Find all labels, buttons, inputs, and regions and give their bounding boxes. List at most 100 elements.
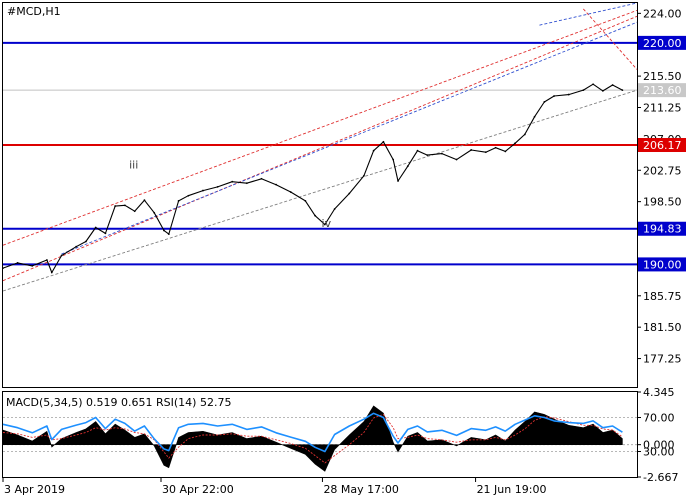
channel-upper-line [2,9,638,246]
price-point-55 [621,89,624,92]
price-tick-label-8: 177.25 [643,353,682,366]
level-tag-bg-3 [638,257,686,272]
time-tick-label-0: 3 Apr 2019 [4,483,65,496]
chart-symbol-label: #MCD,H1 [7,5,61,18]
level-tag-label-3: 190.00 [643,258,682,271]
price-point-41 [470,149,473,151]
current-price-tag-bg [638,83,686,98]
indicator-tick-label-4: -2.667 [643,471,678,484]
level-tag-bg-2 [638,221,686,236]
channel-breakdown-line [583,8,638,70]
price-tick-label-4: 202.75 [643,164,682,177]
indicator-tick-label-2: 0.000 [643,439,675,452]
price-point-12 [133,210,136,213]
price-point-52 [592,83,595,86]
level-price-tags: 213.60 220.00 206.17 194.83 190.00 [638,35,686,272]
price-point-46 [523,133,526,136]
time-tick-label-1: 30 Apr 22:00 [162,483,234,496]
rsi-line [2,412,623,453]
price-point-39 [441,152,443,155]
price-point-23 [260,177,263,180]
price-tick-label-5: 198.50 [643,196,682,209]
price-point-38 [426,154,429,157]
indicator-plot-frame [2,391,638,478]
main-plot-frame [2,2,638,388]
indicator-tick-label-3: 30.00 [643,446,675,459]
level-tag-label-0: 220.00 [643,37,682,50]
price-point-20 [216,185,219,188]
price-point-7 [85,240,87,243]
level-tag-label-1: 206.17 [643,139,682,152]
price-point-13 [143,199,146,202]
price-point-50 [567,93,570,96]
wave-label-1: iv [322,217,332,230]
price-point-32 [372,149,375,152]
price-point-24 [275,183,278,186]
indicator-tick-label-1: 70.00 [643,412,675,425]
price-point-1 [16,262,19,264]
price-point-43 [494,146,497,149]
time-tick-label-2: 28 May 17:00 [323,483,398,496]
price-point-14 [153,211,156,214]
price-point-2 [31,264,34,267]
price-point-8 [94,226,97,229]
price-point-45 [514,142,516,145]
price-point-30 [348,192,351,195]
level-tag-bg-1 [638,138,686,153]
price-point-37 [416,149,419,152]
price-point-54 [611,84,614,86]
price-point-33 [382,140,385,143]
price-point-53 [601,89,604,92]
price-point-3 [45,259,48,261]
price-point-9 [104,232,107,235]
price-point-27 [314,214,317,217]
price-point-42 [484,151,487,154]
price-point-11 [124,204,126,207]
price-point-25 [289,191,292,193]
level-tag-label-2: 194.83 [643,223,682,236]
price-tick-label-2: 211.25 [643,101,682,114]
wave-label-0: iii [129,158,138,171]
price-point-4 [50,271,53,274]
price-point-40 [455,158,458,161]
channel-blue-line [61,21,638,255]
price-tick-label-6: 185.75 [643,290,682,303]
indicator-tick-label-0: 4.345 [643,386,675,399]
price-point-47 [533,115,536,118]
channel-middle-line [2,15,638,282]
time-axis: 3 Apr 2019 30 Apr 22:00 28 May 17:00 21 Jun… [2,478,547,496]
time-tick-label-3: 21 Jun 19:00 [477,483,547,496]
channel-lines [2,2,638,292]
price-point-18 [187,194,190,197]
level-lines [3,41,637,266]
price-tick-label-1: 215.50 [643,70,682,83]
price-series-layer [2,83,624,274]
indicator-label: MACD(5,34,5) 0.519 0.651 RSI(14) 52.75 [6,396,231,409]
price-tick-label-0: 224.00 [643,7,682,20]
price-point-5 [60,254,63,257]
macd-histogram [2,405,623,472]
channel-lower-line [2,89,638,292]
price-point-36 [406,165,409,168]
indicator-layer [2,405,637,472]
price-point-0 [2,267,4,270]
price-point-51 [582,89,585,92]
price-point-35 [397,180,399,182]
price-point-16 [167,233,170,236]
price-point-17 [177,200,180,202]
price-point-15 [163,229,165,232]
price-point-10 [114,205,117,207]
price-point-34 [392,158,395,161]
price-point-21 [231,180,234,183]
macd-signal-line [2,413,623,464]
price-point-19 [202,189,204,192]
price-point-28 [323,223,326,226]
price-series-line [2,83,623,274]
price-point-49 [553,95,555,97]
price-point-22 [245,182,248,185]
channel-blue-outer-line [539,2,638,26]
